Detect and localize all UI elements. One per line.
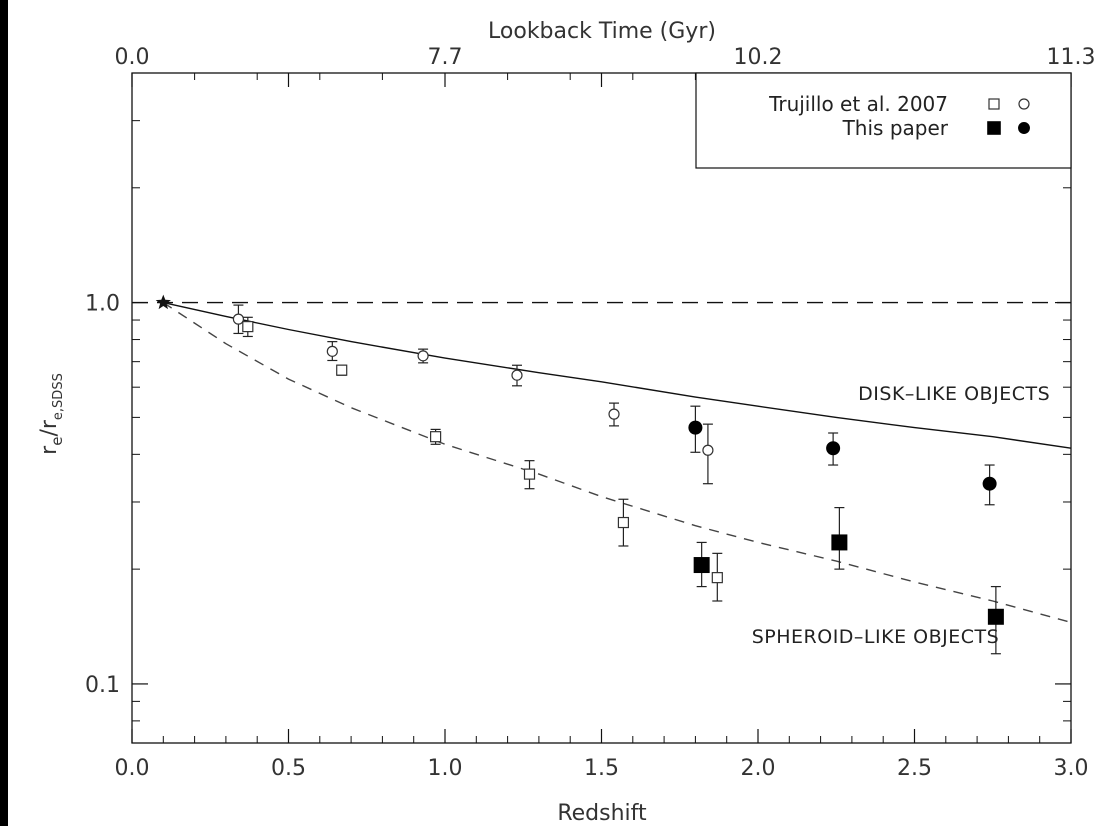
data-point <box>430 431 442 443</box>
legend-label: Trujillo et al. 2007 <box>768 92 948 116</box>
data-point <box>336 364 348 376</box>
data-point <box>232 313 245 325</box>
y-tick-label: 0.1 <box>85 673 120 698</box>
y-tick-label: 1.0 <box>85 292 120 317</box>
annotation: SPHEROID–LIKE OBJECTS <box>752 626 999 648</box>
y-axis-title-mid: /r <box>37 419 62 436</box>
x-axis-title: Redshift <box>557 801 647 826</box>
top-axis-title: Lookback Time (Gyr) <box>488 19 716 44</box>
data-point <box>826 441 841 456</box>
legend-box <box>695 72 1072 169</box>
x-tick-label: 2.5 <box>897 756 932 781</box>
top-x-tick-label: 11.3 <box>1047 45 1096 70</box>
y-axis-title-sub1: e <box>48 437 66 446</box>
legend-marker <box>988 98 1000 110</box>
y-axis-title-main: r <box>37 445 62 455</box>
data-point <box>242 321 254 333</box>
top-x-tick-label: 0.0 <box>115 45 150 70</box>
data-point <box>831 534 848 551</box>
reference-star <box>155 294 171 310</box>
data-point <box>982 476 997 491</box>
legend-marker <box>1018 98 1030 110</box>
x-tick-label: 2.0 <box>741 756 776 781</box>
data-point <box>693 557 710 574</box>
legend-marker <box>987 121 1001 135</box>
data-point <box>511 369 523 381</box>
legend-label: This paper <box>842 116 949 140</box>
top-x-tick-label: 10.2 <box>734 45 783 70</box>
data-point <box>688 420 703 435</box>
y-axis-title-sub2: e,SDSS <box>51 373 66 420</box>
x-tick-label: 3.0 <box>1054 756 1089 781</box>
x-tick-label: 1.5 <box>584 756 619 781</box>
data-point <box>326 345 338 357</box>
legend-marker <box>1018 122 1030 134</box>
top-x-tick-label: 7.7 <box>428 45 463 70</box>
x-tick-label: 0.0 <box>115 756 150 781</box>
annotation: DISK–LIKE OBJECTS <box>858 383 1050 405</box>
x-tick-label: 0.5 <box>271 756 306 781</box>
fit-curve-spheroid <box>162 302 1072 624</box>
data-point <box>523 468 536 480</box>
x-tick-label: 1.0 <box>428 756 463 781</box>
data-point <box>617 516 630 529</box>
data-point <box>711 572 723 584</box>
data-point <box>702 444 714 456</box>
data-point <box>417 350 429 362</box>
y-axis-title: re/re,SDSS <box>37 373 66 455</box>
data-point <box>608 408 620 420</box>
data-point <box>987 608 1004 625</box>
fit-curve-disk <box>163 301 1072 449</box>
